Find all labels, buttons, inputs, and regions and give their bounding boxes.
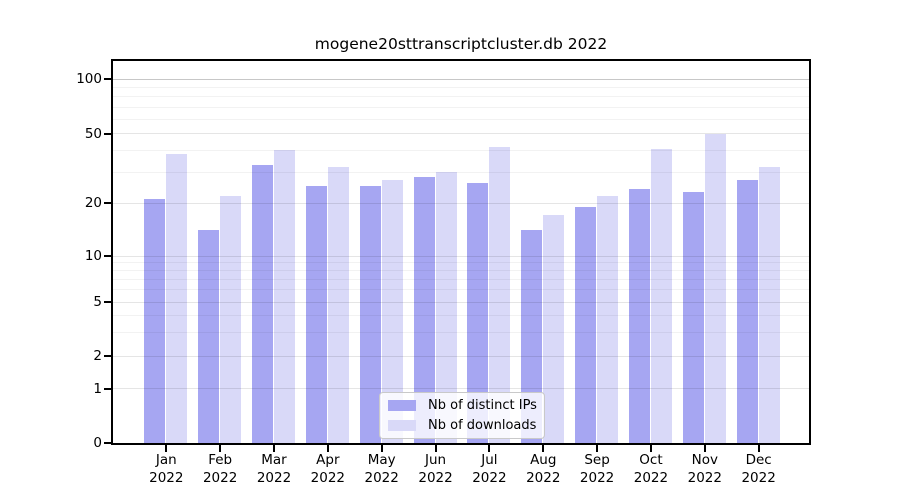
bar-downloads-jul xyxy=(489,146,511,443)
gridline-2 xyxy=(113,355,809,357)
x-tick-mark-aug xyxy=(542,445,545,452)
bar-distinct-ips-jul xyxy=(467,183,489,443)
x-tick-label-nov: Nov 2022 xyxy=(687,452,722,486)
bar-distinct-ips-aug xyxy=(521,230,543,443)
gridline-20 xyxy=(113,202,809,204)
y-tick-label-2: 2 xyxy=(93,348,102,364)
x-tick-mark-oct xyxy=(649,445,652,452)
y-tick-label-5: 5 xyxy=(93,294,102,310)
y-tick-mark-5 xyxy=(104,301,111,303)
bar-distinct-ips-dec xyxy=(736,180,758,443)
y-tick-label-0: 0 xyxy=(93,435,102,451)
y-tick-label-100: 100 xyxy=(76,71,102,87)
legend: Nb of distinct IPs Nb of downloads xyxy=(379,392,545,439)
x-tick-mark-mar xyxy=(273,445,275,452)
minor-gridline-30 xyxy=(113,171,809,173)
x-tick-mark-may xyxy=(380,445,383,452)
bar-downloads-mar xyxy=(274,150,295,443)
x-tick-mark-dec xyxy=(757,445,760,452)
x-tick-label-dec: Dec 2022 xyxy=(741,452,776,486)
legend-swatch-distinct-ips xyxy=(388,400,416,411)
bar-downloads-dec xyxy=(758,167,780,443)
x-tick-label-oct: Oct 2022 xyxy=(633,452,669,486)
minor-gridline-4 xyxy=(113,314,809,316)
legend-row-distinct-ips: Nb of distinct IPs xyxy=(388,398,537,413)
y-tick-label-10: 10 xyxy=(84,248,102,264)
bar-distinct-ips-feb xyxy=(198,230,220,443)
y-tick-mark-50 xyxy=(104,132,111,135)
minor-gridline-6 xyxy=(113,289,809,291)
gridline-5 xyxy=(113,301,809,303)
bar-downloads-aug xyxy=(543,215,565,443)
y-tick-mark-2 xyxy=(104,355,111,357)
minor-gridline-8 xyxy=(113,270,809,272)
minor-gridline-9 xyxy=(113,262,809,264)
x-tick-mark-sep xyxy=(596,445,599,452)
gridline-10 xyxy=(113,255,809,257)
bar-downloads-feb xyxy=(220,195,242,443)
bar-distinct-ips-nov xyxy=(682,192,704,443)
minor-gridline-40 xyxy=(113,149,809,151)
bar-downloads-jun xyxy=(435,172,457,443)
bar-downloads-may xyxy=(381,180,403,443)
minor-gridline-90 xyxy=(113,86,809,88)
bar-downloads-sep xyxy=(597,195,619,443)
x-tick-label-jul: Jul 2022 xyxy=(472,452,507,486)
legend-label-downloads: Nb of downloads xyxy=(428,418,537,433)
x-tick-label-sep: Sep 2022 xyxy=(579,452,615,486)
y-tick-mark-1 xyxy=(104,387,111,390)
y-tick-label-1: 1 xyxy=(93,380,102,397)
bar-distinct-ips-may xyxy=(359,186,381,443)
x-tick-label-feb: Feb 2022 xyxy=(202,452,238,486)
legend-swatch-downloads xyxy=(388,420,416,431)
x-tick-label-aug: Aug 2022 xyxy=(526,452,561,486)
y-tick-mark-10 xyxy=(104,255,111,257)
legend-label-distinct-ips: Nb of distinct IPs xyxy=(428,398,537,413)
gridline-100 xyxy=(113,78,809,80)
bar-downloads-jan xyxy=(166,154,188,443)
bar-downloads-nov xyxy=(704,133,726,443)
y-tick-mark-100 xyxy=(104,78,111,80)
bar-distinct-ips-apr xyxy=(305,186,327,443)
x-tick-label-jun: Jun 2022 xyxy=(418,452,453,486)
chart-title: mogene20sttranscriptcluster.db 2022 xyxy=(314,35,608,53)
minor-gridline-7 xyxy=(113,279,809,281)
x-tick-mark-apr xyxy=(326,445,329,452)
x-tick-mark-jun xyxy=(434,445,437,452)
minor-gridline-70 xyxy=(113,106,809,108)
y-tick-label-50: 50 xyxy=(84,125,102,142)
x-tick-label-apr: Apr 2022 xyxy=(310,452,346,486)
x-tick-label-mar: Mar 2022 xyxy=(256,452,292,486)
y-tick-mark-0 xyxy=(104,442,111,444)
minor-gridline-80 xyxy=(113,96,809,98)
x-tick-label-may: May 2022 xyxy=(364,452,399,486)
x-tick-mark-jan xyxy=(165,445,168,452)
gridline-1 xyxy=(113,388,809,389)
bar-distinct-ips-jan xyxy=(144,199,166,443)
bar-distinct-ips-jun xyxy=(413,177,435,443)
x-tick-mark-jul xyxy=(488,445,491,452)
x-tick-mark-feb xyxy=(219,445,222,452)
y-tick-mark-20 xyxy=(104,202,111,204)
bar-distinct-ips-sep xyxy=(575,206,597,443)
bar-distinct-ips-oct xyxy=(628,189,650,443)
bar-distinct-ips-mar xyxy=(252,165,273,443)
x-tick-label-jan: Jan 2022 xyxy=(149,452,184,486)
minor-gridline-3 xyxy=(113,331,809,333)
legend-row-downloads: Nb of downloads xyxy=(388,418,536,433)
y-tick-label-20: 20 xyxy=(84,195,102,211)
x-tick-mark-nov xyxy=(703,445,706,452)
minor-gridline-60 xyxy=(113,118,809,120)
bar-downloads-apr xyxy=(327,167,349,443)
bar-downloads-oct xyxy=(650,148,672,443)
plot-area: Nb of distinct IPs Nb of downloads xyxy=(111,59,811,445)
gridline-50 xyxy=(113,133,809,134)
